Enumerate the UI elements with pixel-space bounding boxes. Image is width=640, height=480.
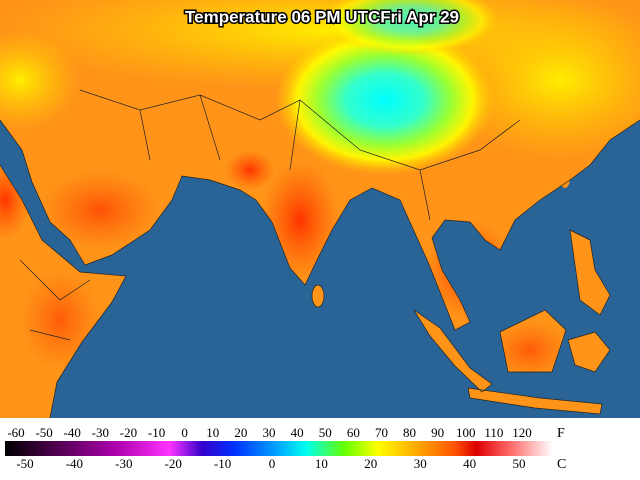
map: Temperature 06 PM UTCFri Apr 29 [0, 0, 640, 419]
fahrenheit-tick: 10 [206, 425, 219, 440]
fahrenheit-tick: 40 [291, 425, 304, 440]
fahrenheit-tick: 80 [403, 425, 416, 440]
fahrenheit-tick: -50 [35, 425, 52, 440]
fahrenheit-tick: -20 [120, 425, 137, 440]
fahrenheit-tick: -60 [7, 425, 24, 440]
celsius-tick: 30 [414, 456, 427, 471]
borders [0, 89, 640, 419]
celsius-tick: -10 [214, 456, 231, 471]
color-scale [5, 441, 553, 456]
fahrenheit-tick: 120 [512, 425, 532, 440]
legend: F C -60 -50 -40 -30 -20 -10 0 10 20 30 40 50 60 70 80 9… [5, 425, 566, 472]
celsius-tick: 10 [315, 456, 328, 471]
celsius-tick: -20 [165, 456, 182, 471]
fahrenheit-tick: -40 [64, 425, 81, 440]
fahrenheit-tick: 90 [431, 425, 444, 440]
fahrenheit-tick: 60 [347, 425, 360, 440]
celsius-tick: 50 [513, 456, 526, 471]
fahrenheit-unit: F [557, 426, 565, 441]
celsius-tick: 40 [463, 456, 476, 471]
celsius-tick: 20 [364, 456, 377, 471]
fahrenheit-tick: 20 [234, 425, 247, 440]
celsius-tick: -40 [66, 456, 83, 471]
celsius-tick: 0 [269, 456, 276, 471]
fahrenheit-tick: 70 [375, 425, 388, 440]
fahrenheit-tick: 0 [181, 425, 188, 440]
fahrenheit-tick: -10 [148, 425, 165, 440]
fahrenheit-tick: -30 [92, 425, 109, 440]
fahrenheit-tick: 110 [484, 425, 503, 440]
map-title: Temperature 06 PM UTCFri Apr 29 [185, 7, 459, 26]
fahrenheit-tick: 100 [456, 425, 476, 440]
fahrenheit-tick: 50 [319, 425, 332, 440]
celsius-tick: -50 [16, 456, 33, 471]
celsius-unit: C [557, 457, 566, 472]
celsius-tick: -30 [115, 456, 132, 471]
fahrenheit-tick: 30 [263, 425, 276, 440]
